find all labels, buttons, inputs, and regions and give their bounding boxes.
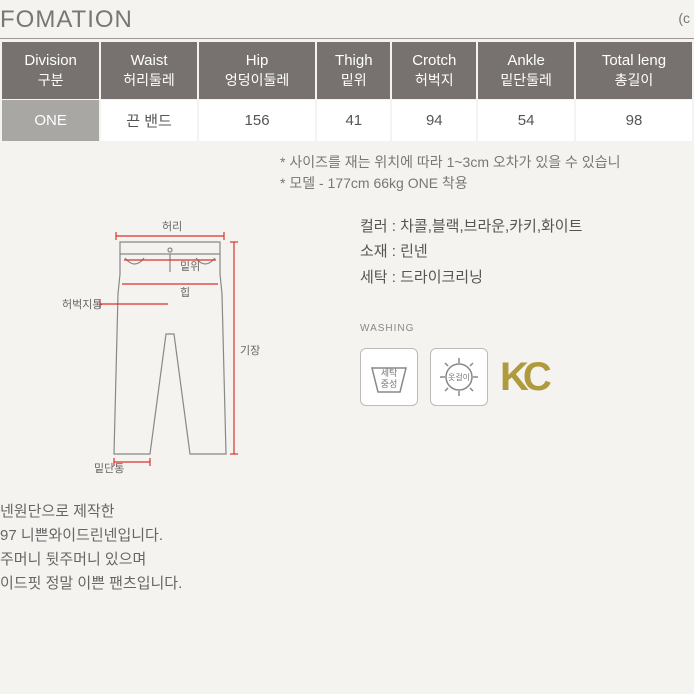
svg-text:세탁: 세탁: [381, 367, 398, 378]
desc-line-2: 97 니쁜와이드린넨입니다.: [0, 524, 694, 548]
col-hip: Hip엉덩이둘레: [199, 42, 315, 99]
color-value: 차콜,블랙,브라운,카키,화이트: [400, 218, 582, 235]
note-line-2: * 모델 - 177cm 66kg ONE 착용: [280, 173, 694, 194]
label-ankle: 밑단통: [94, 462, 124, 474]
size-notes: * 사이즈를 재는 위치에 따라 1~3cm 오차가 있을 수 있습니 * 모델…: [280, 152, 694, 194]
wash-value: 드라이크리닝: [400, 269, 483, 286]
size-table: Division구분 Waist허리둘레 Hip엉덩이둘레 Thigh밑위 Cr…: [0, 41, 694, 142]
page-title: FOMATION: [0, 0, 694, 39]
wash-basin-icon: 세탁 중성: [360, 348, 418, 406]
desc-line-3: 주머니 뒷주머니 있으며: [0, 548, 694, 572]
svg-text:옷걸이: 옷걸이: [448, 372, 470, 382]
product-info: 컬러 : 차콜,블랙,브라운,카키,화이트 소재 : 린넨 세탁 : 드라이크리…: [360, 214, 582, 474]
kc-mark-icon: KC: [500, 343, 546, 411]
svg-text:중성: 중성: [381, 379, 398, 389]
wash-label: 세탁 :: [360, 269, 400, 286]
color-label: 컬러 :: [360, 218, 400, 235]
note-line-1: * 사이즈를 재는 위치에 따라 1~3cm 오차가 있을 수 있습니: [280, 152, 694, 173]
cell-hip: 156: [199, 100, 315, 141]
material-label: 소재 :: [360, 243, 400, 260]
washing-heading: WASHING: [360, 320, 582, 337]
label-length: 기장: [240, 344, 260, 357]
col-waist: Waist허리둘레: [101, 42, 197, 99]
cell-total: 98: [576, 100, 692, 141]
desc-line-1: 넨원단으로 제작한: [0, 500, 694, 524]
label-thigh: 허벅지통: [62, 298, 102, 311]
col-thigh: Thigh밑위: [317, 42, 390, 99]
cell-waist: 끈 밴드: [101, 100, 197, 141]
col-ankle: Ankle밑단둘레: [478, 42, 574, 99]
label-waist: 허리: [162, 220, 182, 233]
desc-line-4: 이드핏 정말 이쁜 팬츠입니다.: [0, 572, 694, 596]
col-division: Division구분: [2, 42, 99, 99]
row-label: ONE: [2, 100, 99, 141]
unit-label: (c: [678, 10, 690, 26]
cell-crotch: 94: [392, 100, 476, 141]
material-value: 린넨: [400, 243, 428, 260]
col-crotch: Crotch허벅지: [392, 42, 476, 99]
label-rise: 밑위: [180, 260, 200, 273]
hanger-sun-icon: 옷걸이: [430, 348, 488, 406]
cell-thigh: 41: [317, 100, 390, 141]
col-total: Total leng총길이: [576, 42, 692, 99]
pants-diagram: 허리 밑위 힙 허벅지통 기장 밑단통: [40, 214, 300, 474]
table-row: ONE 끈 밴드 156 41 94 54 98: [2, 100, 692, 141]
product-description: 넨원단으로 제작한 97 니쁜와이드린넨입니다. 주머니 뒷주머니 있으며 이드…: [0, 500, 694, 620]
cell-ankle: 54: [478, 100, 574, 141]
label-hip: 힙: [180, 286, 190, 299]
